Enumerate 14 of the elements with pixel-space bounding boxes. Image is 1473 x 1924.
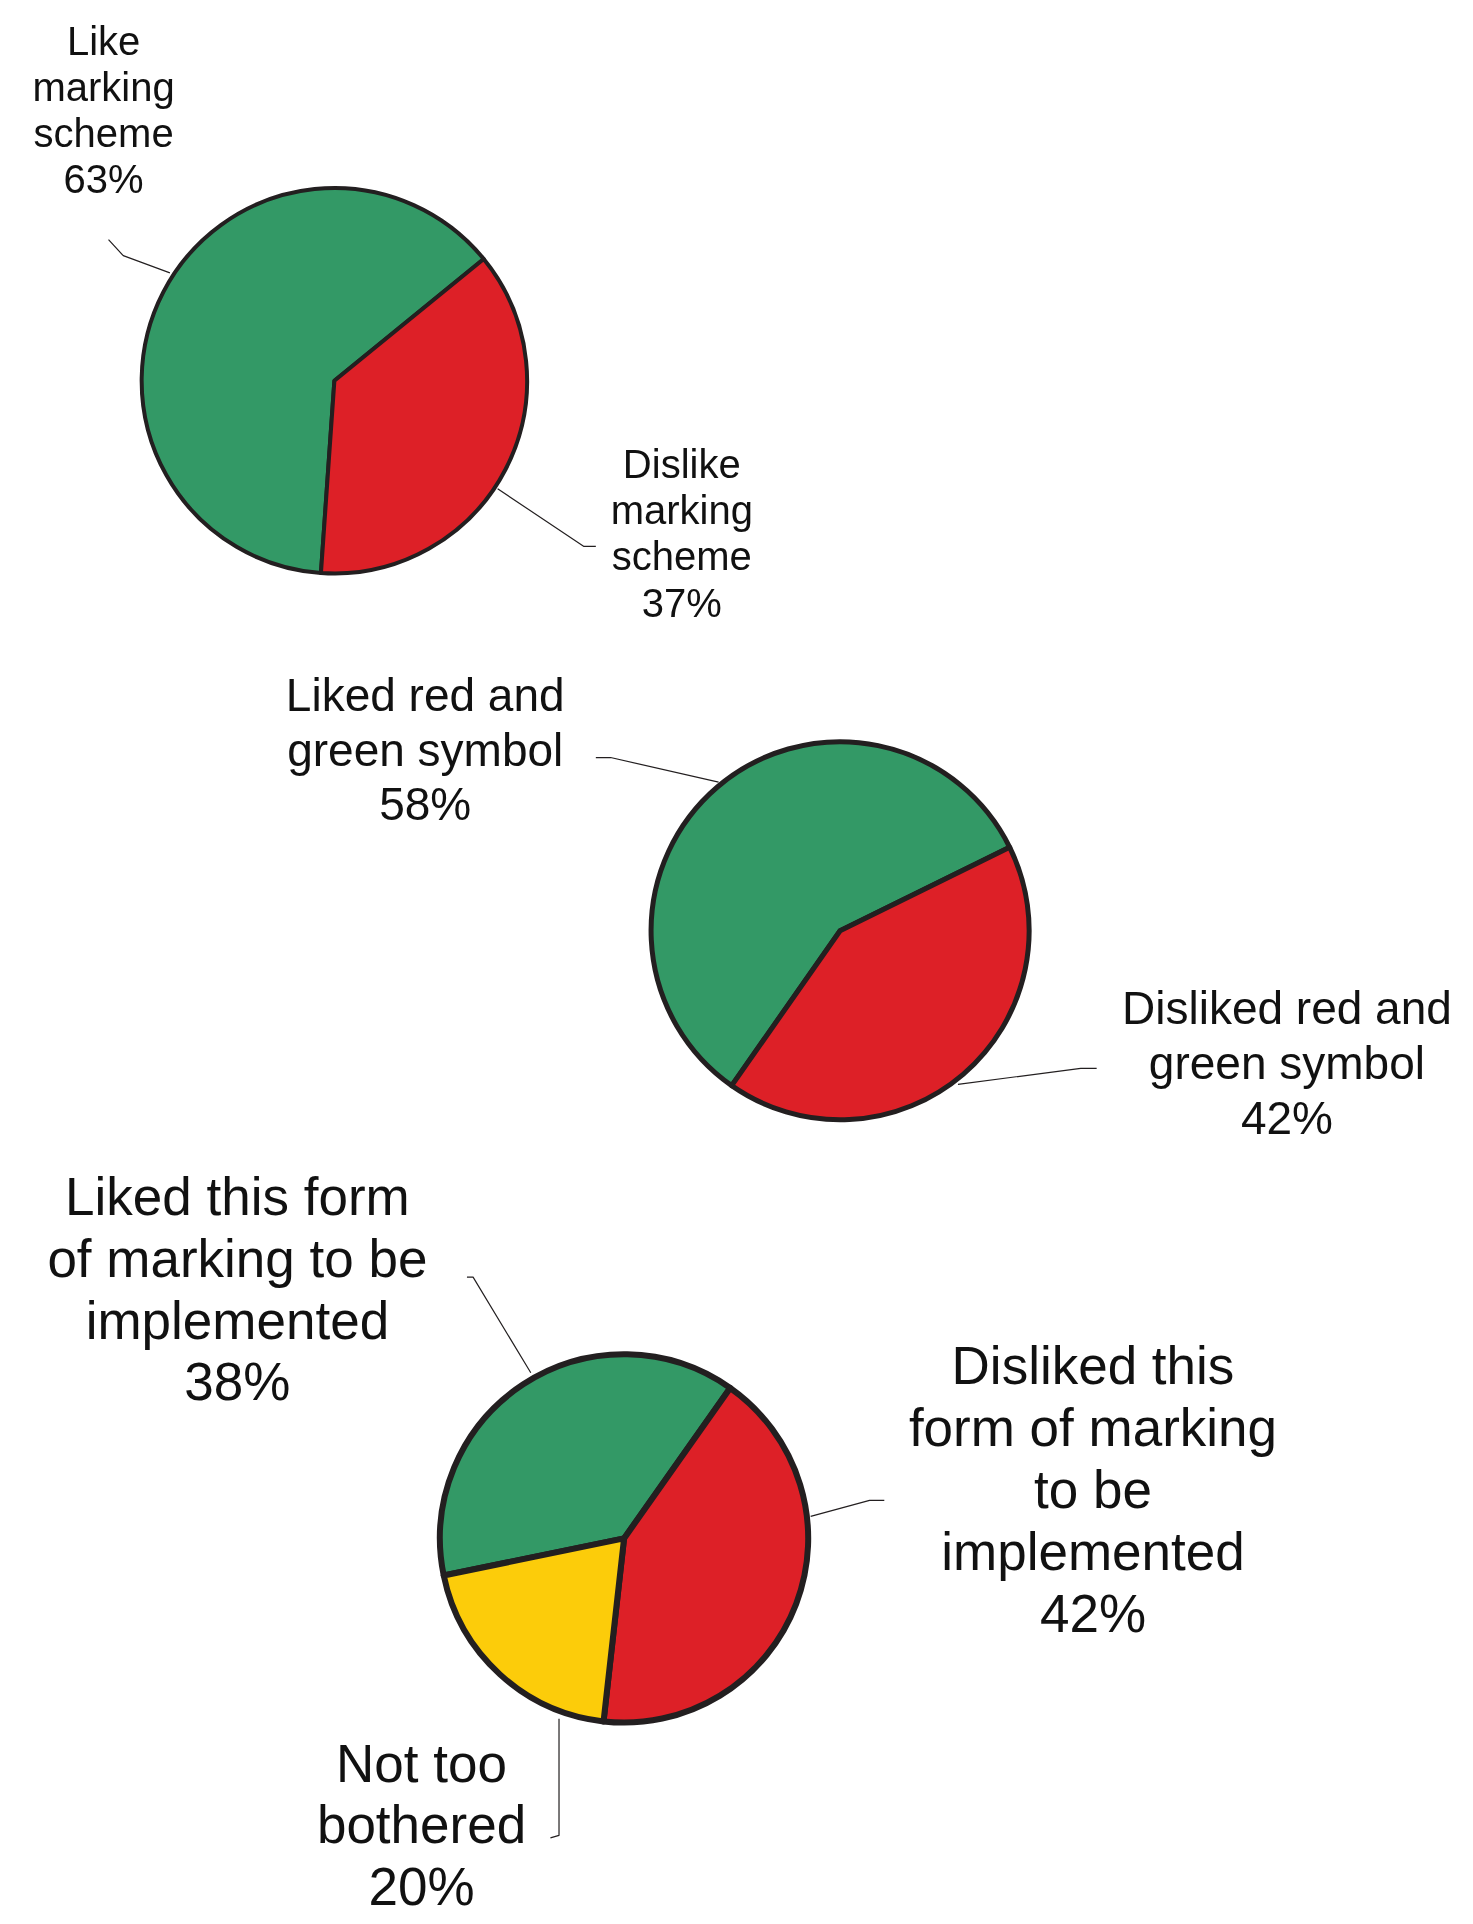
slice-label: Like marking scheme <box>32 18 175 156</box>
data-label: 58% <box>379 778 472 831</box>
slice-label: Dislike marking scheme <box>610 442 753 579</box>
data-label: 63% <box>63 157 144 202</box>
data-label: 20% <box>368 1857 475 1917</box>
slice-label: Disliked this form of marking to be implemented <box>908 1335 1278 1581</box>
slice-label: Disliked red and green symbol <box>1122 982 1452 1089</box>
data-label: 37% <box>641 580 722 625</box>
data-label: 42% <box>1240 1091 1333 1144</box>
slice-label: Not too bothered <box>316 1733 527 1855</box>
data-label: 38% <box>184 1352 291 1412</box>
slice-label: Liked red and green symbol <box>285 669 565 776</box>
data-label: 42% <box>1039 1583 1147 1643</box>
slice-label: Liked this form of marking to be implemented <box>47 1166 428 1350</box>
